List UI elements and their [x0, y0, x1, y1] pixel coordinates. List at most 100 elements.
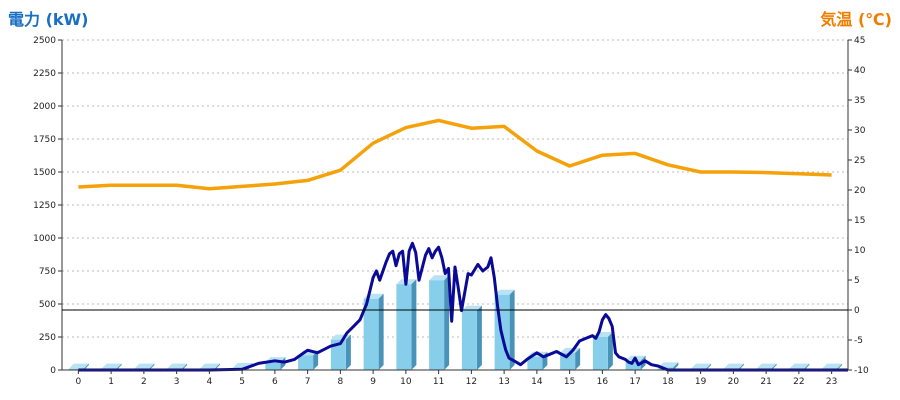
bar-side — [149, 363, 155, 370]
bar — [265, 357, 286, 370]
right-tick-label: 45 — [854, 36, 865, 46]
x-tick-label: 6 — [272, 377, 278, 387]
bar-front — [625, 360, 641, 370]
x-tick-label: 3 — [174, 377, 180, 387]
left-tick-label: 0 — [50, 366, 56, 376]
bar-front — [396, 284, 412, 370]
temperature-line — [78, 118, 832, 191]
right-tick-label: 30 — [854, 126, 866, 136]
right-axis-title: 気温 (℃) — [820, 10, 892, 29]
left-tick-label: 1750 — [33, 135, 56, 145]
left-tick-label: 2500 — [33, 36, 56, 46]
right-tick-label: -10 — [854, 366, 869, 376]
bar-front — [298, 355, 314, 370]
x-tick-label: 14 — [531, 377, 543, 387]
bar — [68, 363, 89, 370]
bar-front — [461, 310, 477, 370]
bar-side — [837, 363, 843, 370]
x-tick-label: 1 — [108, 377, 114, 387]
left-tick-label: 2250 — [33, 69, 56, 79]
right-tick-label: 35 — [854, 96, 865, 106]
left-tick-label: 1000 — [33, 234, 56, 244]
bar-side — [804, 363, 810, 370]
x-tick-label: 21 — [760, 377, 771, 387]
bar-front — [330, 339, 346, 370]
x-tick-label: 7 — [305, 377, 311, 387]
bar-top — [494, 289, 515, 295]
bar — [396, 279, 417, 370]
bar — [363, 293, 384, 370]
bar-top — [461, 305, 482, 311]
x-tick-label: 13 — [498, 377, 509, 387]
x-tick-label: 20 — [728, 377, 740, 387]
right-tick-label: 20 — [854, 186, 866, 196]
right-tick-label: 25 — [854, 156, 865, 166]
right-tick-label: -5 — [854, 336, 863, 346]
x-tick-label: 0 — [76, 377, 82, 387]
bar-front — [592, 337, 608, 370]
bar-top — [691, 363, 712, 369]
bar-side — [607, 332, 613, 370]
bar-top — [101, 363, 122, 369]
bar-side — [83, 363, 89, 370]
x-tick-label: 17 — [629, 377, 640, 387]
x-tick-label: 10 — [400, 377, 412, 387]
left-tick-label: 1500 — [33, 168, 56, 178]
bar-side — [411, 279, 417, 370]
left-tick-label: 750 — [39, 267, 56, 277]
right-tick-label: 5 — [854, 276, 860, 286]
bar-front — [68, 368, 84, 370]
bar-top — [167, 363, 188, 369]
x-tick-label: 8 — [338, 377, 344, 387]
bar-top — [68, 363, 89, 369]
bar-top — [429, 275, 450, 281]
left-tick-label: 500 — [39, 300, 56, 310]
left-axis-title: 電力 (kW) — [8, 10, 89, 29]
x-tick-label: 4 — [207, 377, 213, 387]
left-tick-label: 250 — [39, 333, 56, 343]
bar-front — [527, 356, 543, 370]
x-tick-label: 2 — [141, 377, 147, 387]
bar-side — [280, 357, 286, 370]
x-tick-label: 12 — [466, 377, 477, 387]
x-tick-label: 5 — [239, 377, 245, 387]
bar-side — [673, 362, 679, 370]
x-tick-label: 15 — [564, 377, 575, 387]
power-line — [78, 241, 848, 372]
axis-layer: 02505007501000125015001750200022502500-1… — [33, 36, 869, 387]
bar-front — [429, 280, 445, 370]
bar-layer — [68, 275, 843, 370]
bar-front — [363, 298, 379, 370]
bar-top — [789, 363, 810, 369]
bar-side — [575, 347, 581, 370]
bar-top — [199, 363, 220, 369]
x-tick-label: 16 — [597, 377, 609, 387]
bar-side — [116, 363, 122, 370]
bar-top — [822, 363, 843, 369]
right-tick-label: 15 — [854, 216, 865, 226]
bar — [461, 305, 482, 370]
left-tick-label: 2000 — [33, 102, 56, 112]
bar — [429, 275, 450, 370]
x-tick-label: 19 — [695, 377, 707, 387]
x-tick-label: 9 — [370, 377, 376, 387]
bar-side — [313, 350, 319, 370]
bar-top — [658, 362, 679, 368]
bar — [330, 334, 351, 370]
right-tick-label: 10 — [854, 246, 866, 256]
x-tick-label: 23 — [826, 377, 837, 387]
bar-side — [476, 305, 482, 370]
bar-side — [444, 275, 450, 370]
bar-side — [771, 363, 777, 370]
x-tick-label: 22 — [793, 377, 804, 387]
line-layer — [78, 118, 848, 372]
bar-top — [756, 363, 777, 369]
bar-top — [723, 363, 744, 369]
bar-side — [706, 363, 712, 370]
x-tick-label: 11 — [433, 377, 444, 387]
left-tick-label: 1250 — [33, 201, 56, 211]
bar-front — [265, 362, 281, 370]
bar-side — [182, 363, 188, 370]
